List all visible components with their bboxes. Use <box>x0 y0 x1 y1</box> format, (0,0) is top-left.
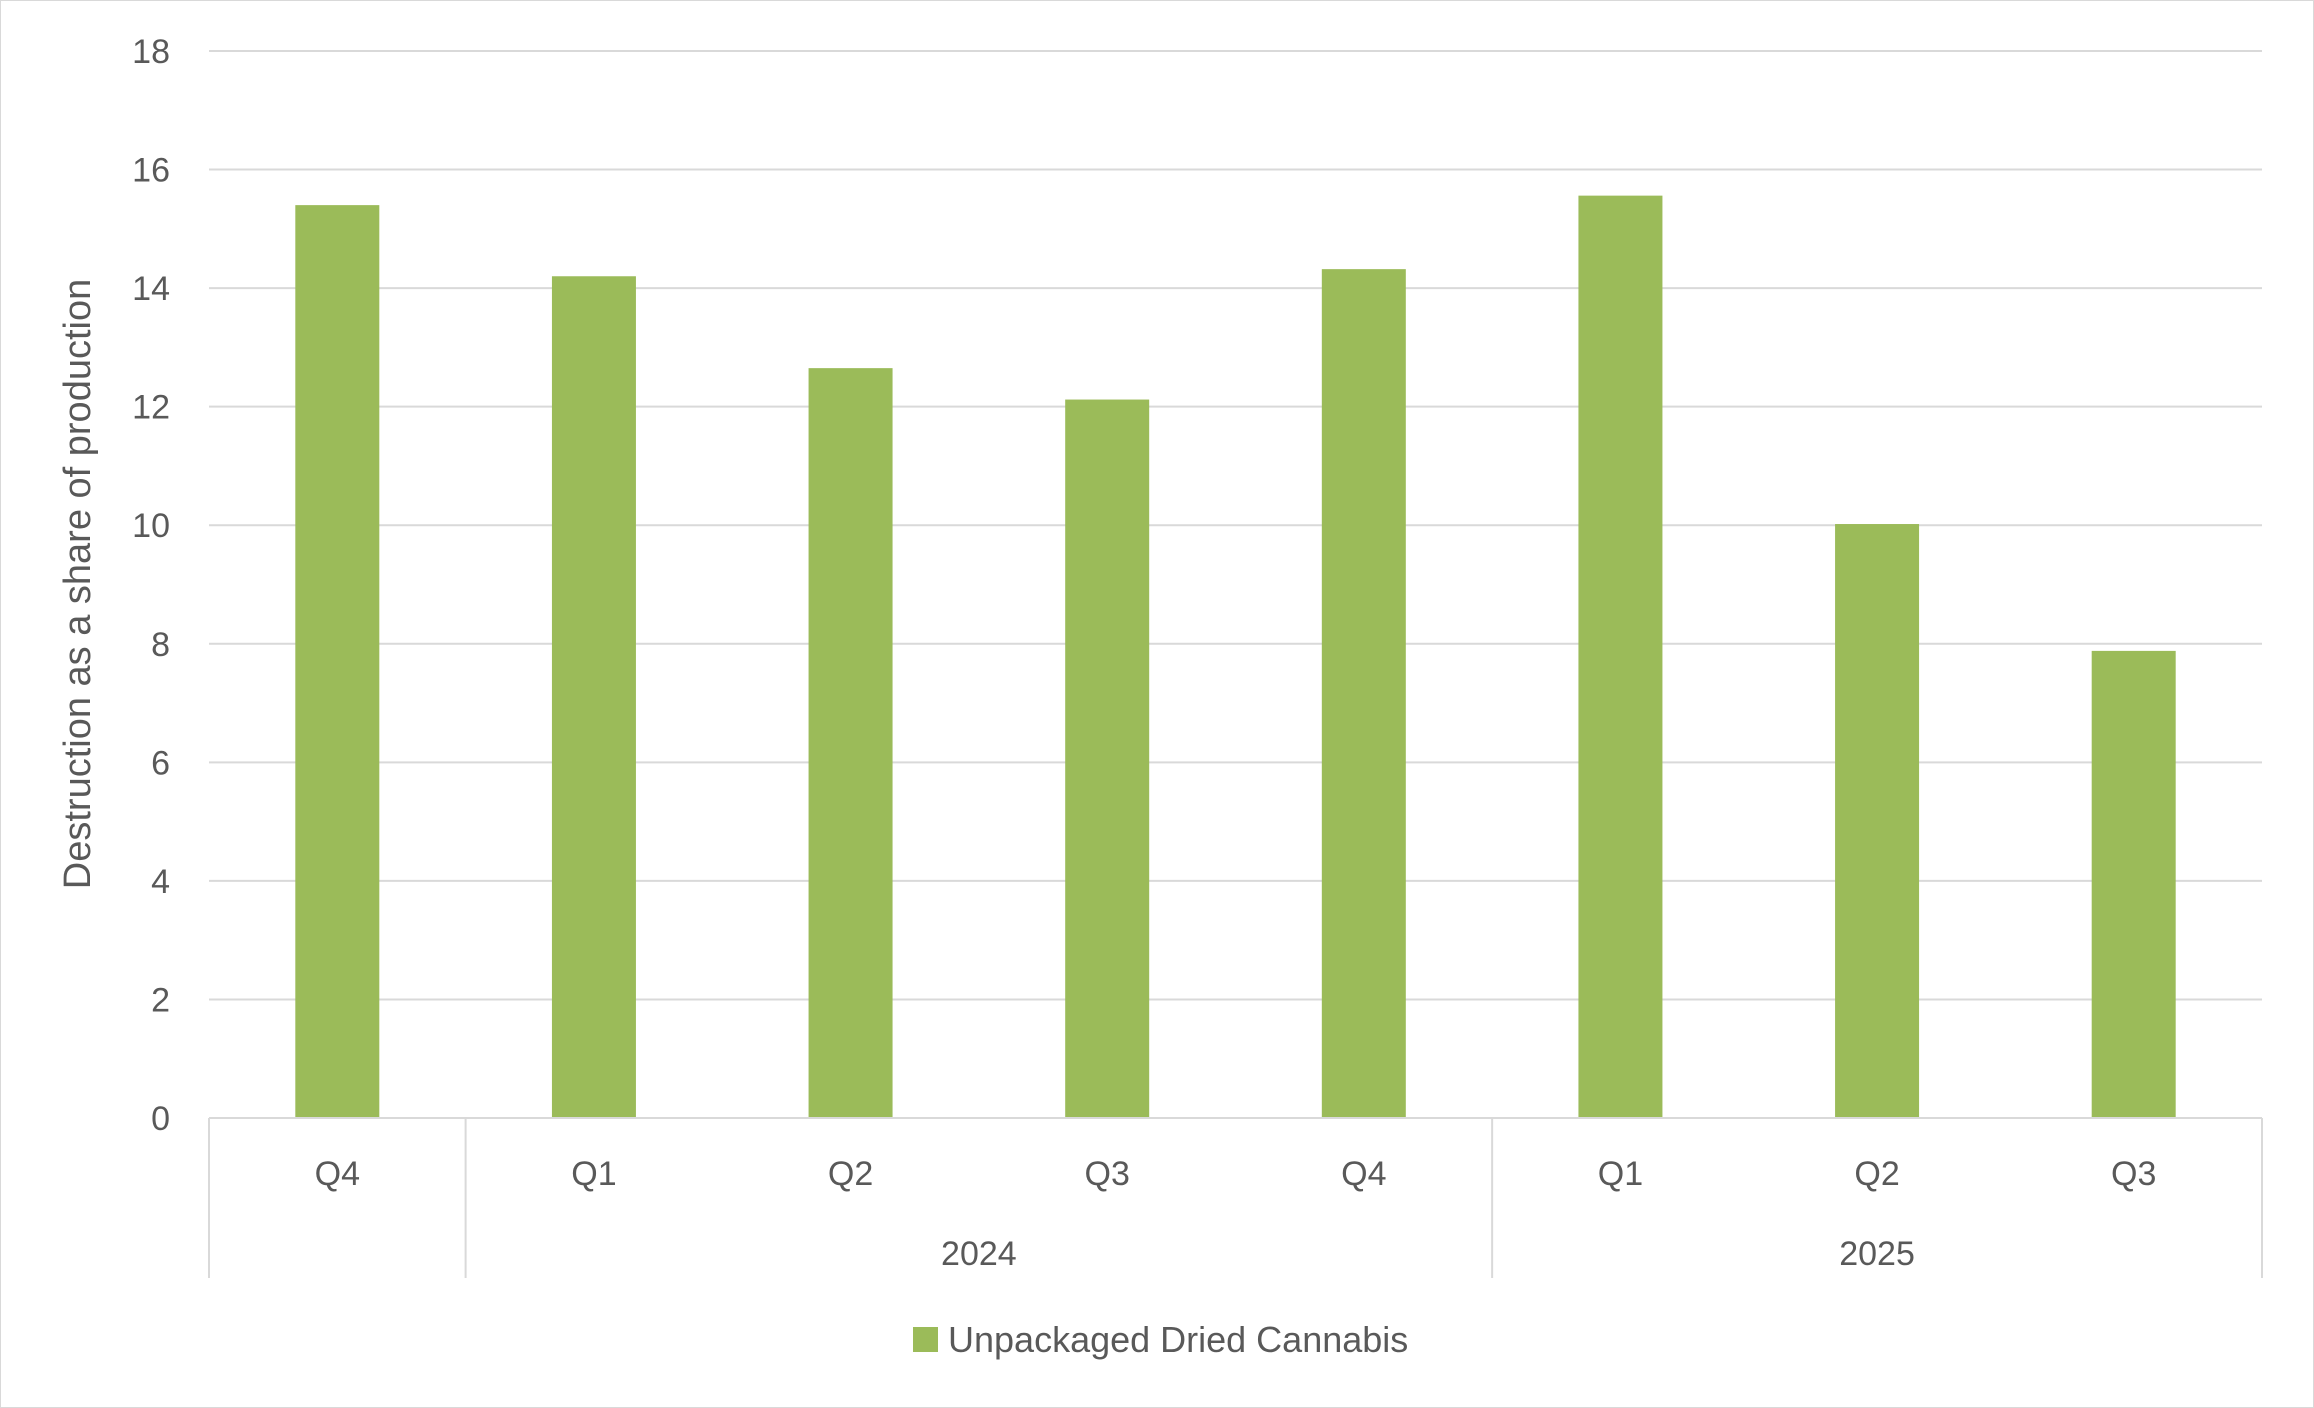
y-tick-label: 4 <box>151 863 170 901</box>
y-tick-label: 6 <box>151 744 170 782</box>
gridlines <box>209 50 2262 1001</box>
legend-label: Unpackaged Dried Cannabis <box>948 1319 1408 1360</box>
x-tick-label: Q3 <box>1085 1155 1130 1193</box>
legend: Unpackaged Dried Cannabis <box>913 1319 1408 1360</box>
legend-swatch <box>913 1327 938 1352</box>
y-tick-label: 16 <box>132 152 170 190</box>
y-tick-label: 8 <box>151 626 170 664</box>
y-tick-label: 14 <box>132 270 170 308</box>
bar <box>1065 399 1150 1118</box>
x-tick-label: Q2 <box>828 1155 873 1193</box>
bar <box>1321 269 1406 1118</box>
bar <box>808 368 893 1118</box>
y-tick-label: 2 <box>151 981 170 1019</box>
x-tick-label: Q2 <box>1854 1155 1899 1193</box>
x-tick-label: Q4 <box>1341 1155 1386 1193</box>
group-label: 2024 <box>941 1235 1017 1273</box>
x-tick-label: Q4 <box>315 1155 360 1193</box>
category-axis: Q4 Q1 Q2 Q3 Q4 Q1 Q2 Q3 2024 2025 <box>208 1117 2263 1278</box>
x-tick-label: Q3 <box>2111 1155 2156 1193</box>
x-tick-label: Q1 <box>1598 1155 1643 1193</box>
bars <box>295 195 2176 1119</box>
y-axis-title: Destruction as a share of production <box>57 279 99 889</box>
y-tick-labels: 0 2 4 6 8 10 12 14 16 18 <box>132 33 170 1138</box>
y-tick-label: 0 <box>151 1100 170 1138</box>
bar <box>551 276 636 1118</box>
y-tick-label: 10 <box>132 507 170 545</box>
bar <box>1578 195 1663 1119</box>
bar <box>295 205 380 1119</box>
bar <box>1835 524 1920 1118</box>
x-tick-label: Q1 <box>571 1155 616 1193</box>
y-tick-label: 18 <box>132 33 170 71</box>
group-label: 2025 <box>1839 1235 1915 1273</box>
bar <box>2091 650 2176 1118</box>
y-tick-label: 12 <box>132 389 170 427</box>
